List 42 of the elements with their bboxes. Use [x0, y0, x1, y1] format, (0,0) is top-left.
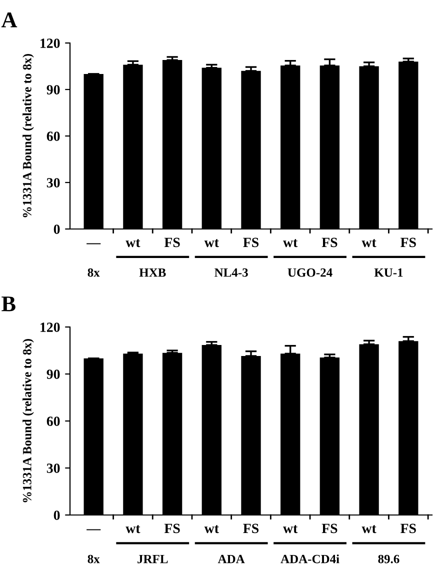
y-tick-label: 30 — [46, 464, 60, 473]
y-tick-label: 60 — [46, 416, 60, 426]
x-tick-label: — — [86, 243, 101, 244]
x-tick-label: — — [86, 529, 101, 530]
x-tick-label: wt — [362, 239, 376, 248]
x-tick-label: wt — [283, 525, 298, 534]
text: 89.6 — [378, 554, 400, 564]
x-tick-label: wt — [362, 525, 376, 534]
text: ADA — [218, 554, 245, 564]
x-tick-label: FS — [400, 238, 416, 248]
y-tick-label: 0 — [54, 510, 60, 520]
x-tick-label: wt — [126, 525, 140, 534]
y-tick-label: 120 — [40, 322, 60, 332]
x-tick-label: FS — [400, 524, 416, 534]
y-tick-label: 0 — [54, 224, 60, 234]
text: 8x — [88, 268, 100, 277]
x-tick-label: FS — [243, 524, 259, 534]
y-tick-label: 90 — [46, 370, 60, 379]
text: KU-1 — [374, 268, 403, 277]
chart-title: B — [2, 296, 16, 312]
y-tick-label: 30 — [46, 178, 60, 188]
x-tick-label: wt — [283, 239, 298, 248]
x-tick-label: wt — [126, 239, 140, 248]
y-axis-title: %1331A Bound (relative to 8x) — [22, 54, 34, 218]
chart-title: A — [1, 12, 18, 28]
x-tick-label: FS — [243, 238, 259, 248]
x-tick-label: wt — [204, 239, 219, 248]
text: ADA-CD4i — [280, 554, 340, 564]
y-axis-title: %1331A Bound (relative to 8x) — [22, 339, 34, 502]
x-tick-label: FS — [164, 238, 180, 248]
x-tick-label: FS — [322, 238, 338, 248]
x-tick-label: FS — [322, 524, 338, 534]
text: HXB — [139, 268, 166, 277]
y-tick-label: 120 — [40, 38, 60, 48]
text: 8x — [88, 554, 100, 564]
text: NL4-3 — [214, 268, 248, 277]
text: JRFL — [138, 554, 168, 564]
x-tick-label: FS — [164, 524, 180, 534]
y-tick-label: 60 — [46, 132, 60, 141]
x-tick-label: wt — [204, 525, 219, 534]
y-tick-label: 90 — [46, 85, 60, 94]
text: UGO-24 — [288, 268, 332, 277]
